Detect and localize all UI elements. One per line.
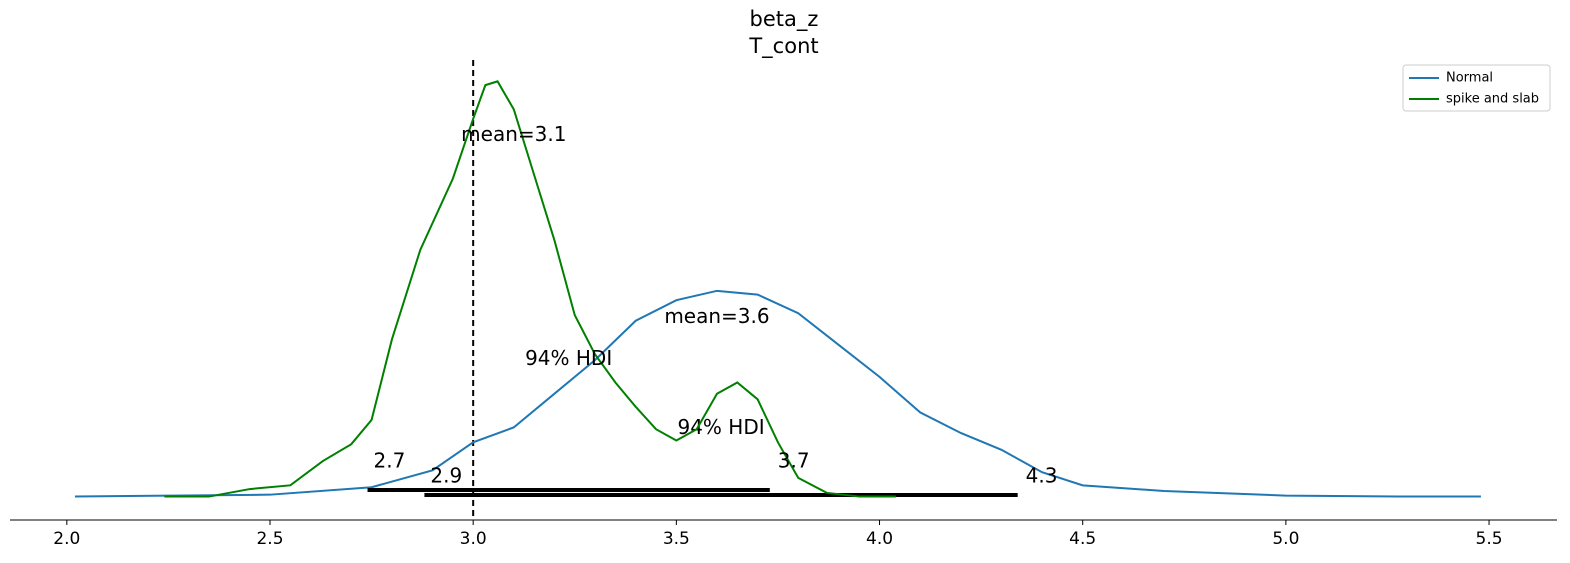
mean-label: mean=3.1 bbox=[461, 122, 566, 146]
x-tick-label: 2.5 bbox=[256, 529, 283, 549]
legend-label: Normal bbox=[1446, 71, 1493, 86]
x-tick-label: 3.5 bbox=[663, 529, 690, 549]
x-tick-label: 4.5 bbox=[1069, 529, 1096, 549]
hdi-label: 94% HDI bbox=[525, 346, 612, 370]
hdi-label: 94% HDI bbox=[677, 415, 764, 439]
x-tick-label: 4.0 bbox=[866, 529, 893, 549]
x-tick-label: 3.0 bbox=[460, 529, 487, 549]
hdi-value-label: 2.9 bbox=[430, 464, 462, 488]
mean-label: mean=3.6 bbox=[664, 304, 769, 328]
x-tick-label: 2.0 bbox=[53, 529, 80, 549]
x-tick-label: 5.5 bbox=[1476, 529, 1503, 549]
legend-box bbox=[1402, 64, 1551, 112]
x-tick-label: 5.0 bbox=[1272, 529, 1299, 549]
chart-title: beta_z bbox=[750, 7, 819, 32]
density-line bbox=[164, 80, 896, 498]
hdi-value-label: 2.7 bbox=[374, 449, 406, 473]
hdi-value-label: 4.3 bbox=[1026, 464, 1058, 488]
density-line bbox=[74, 289, 1481, 498]
legend-label: spike and slab bbox=[1446, 92, 1539, 107]
chart-subtitle: T_cont bbox=[748, 34, 818, 59]
hdi-value-label: 3.7 bbox=[778, 449, 810, 473]
